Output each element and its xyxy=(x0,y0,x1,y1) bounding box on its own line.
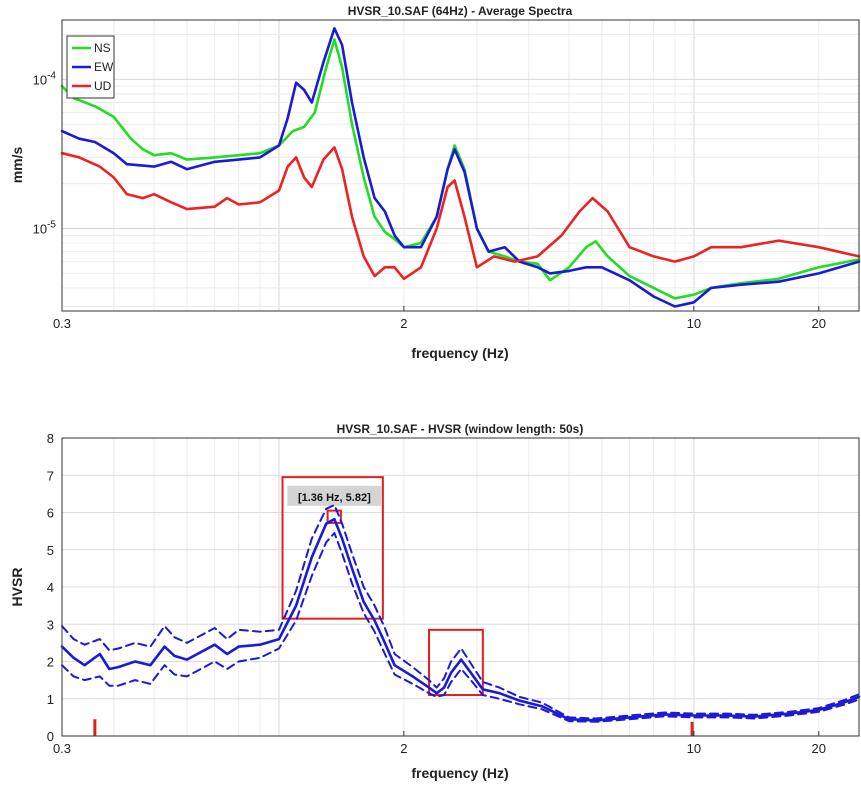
y-tick-label: 3 xyxy=(47,617,54,632)
x-tick-label: 2 xyxy=(400,741,407,756)
hvsr-x-ticks: 0.3 2 10 20 xyxy=(53,731,826,756)
y-tick-label: 6 xyxy=(47,506,54,521)
x-tick-label: 2 xyxy=(400,316,407,331)
y-tick-label: 0 xyxy=(47,729,54,744)
legend-label: EW xyxy=(94,60,114,74)
y-tick-label: 10-5 xyxy=(33,220,57,237)
spectra-panel: 0.3 2 10 20 10-5 10-4 HVSR_10.SAF (64Hz) - A… xyxy=(9,4,861,361)
legend-label: UD xyxy=(94,79,112,93)
y-tick-label: 8 xyxy=(47,431,54,446)
x-tick-label: 0.3 xyxy=(53,316,71,331)
hvsr-title: HVSR_10.SAF - HVSR (window length: 50s) xyxy=(337,422,584,436)
y-tick-label: 2 xyxy=(47,655,54,670)
y-tick-label: 4 xyxy=(47,580,54,595)
hvsr-annotations: [1.36 Hz, 5.82] xyxy=(93,476,694,736)
hvsr-axes-frame xyxy=(61,437,860,737)
spectra-axes-frame xyxy=(61,19,860,312)
hvsr-panel: [1.36 Hz, 5.82] 0.3 2 10 20 0 1 2 3 4 5 6 7 8 HVSR_… xyxy=(9,422,861,781)
spectra-title: HVSR_10.SAF (64Hz) - Average Spectra xyxy=(348,4,573,18)
y-tick-label: 7 xyxy=(47,468,54,483)
spectra-y-ticks: 10-5 10-4 xyxy=(33,70,57,236)
peak-label: [1.36 Hz, 5.82] xyxy=(298,492,371,504)
peak-label-bg xyxy=(287,485,382,506)
series-line-dashed-2 xyxy=(61,532,860,723)
x-tick-label: 10 xyxy=(687,316,701,331)
series-line-ew xyxy=(60,27,861,308)
spectra-x-ticks: 0.3 2 10 20 xyxy=(53,306,826,331)
series-line-dashed-1 xyxy=(61,504,860,720)
spectra-x-label: frequency (Hz) xyxy=(411,345,508,361)
y-tick-label: 5 xyxy=(47,543,54,558)
series-line-solid-0 xyxy=(60,517,861,722)
spectra-y-label: mm/s xyxy=(9,147,25,184)
hvsr-x-label: frequency (Hz) xyxy=(411,765,508,781)
x-tick-label: 0.3 xyxy=(53,741,71,756)
x-tick-label: 20 xyxy=(812,741,826,756)
hvsr-lines xyxy=(60,504,861,723)
x-tick-label: 20 xyxy=(812,316,826,331)
y-tick-label: 1 xyxy=(47,692,54,707)
peak-marker-box xyxy=(326,509,342,524)
series-line-ud xyxy=(60,146,861,281)
x-tick-label: 10 xyxy=(687,741,701,756)
hvsr-y-label: HVSR xyxy=(9,568,25,607)
hvsr-y-ticks: 0 1 2 3 4 5 6 7 8 xyxy=(47,431,54,744)
spectra-lines xyxy=(60,27,861,308)
secondary-peak-box xyxy=(428,628,484,697)
y-tick-label: 10-4 xyxy=(33,70,57,87)
spectra-legend: NS EW UD xyxy=(66,35,115,99)
peak-window-box xyxy=(281,476,384,620)
legend-label: NS xyxy=(94,41,111,55)
